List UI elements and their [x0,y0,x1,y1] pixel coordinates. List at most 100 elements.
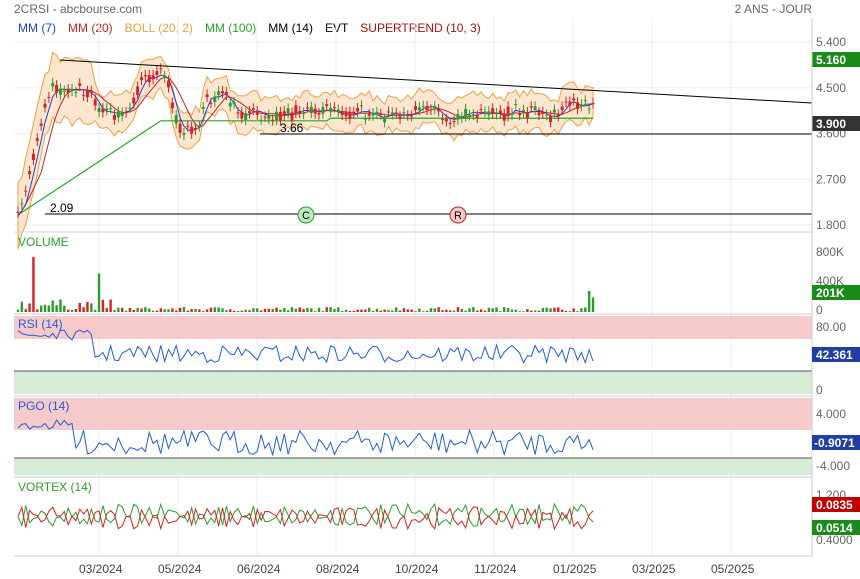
candle [406,115,410,117]
volume-bar [248,310,251,312]
volume-bar [298,307,301,312]
candle [109,108,113,110]
volume-bar [441,310,444,312]
volume-bar [213,307,217,312]
volume-bar [93,310,97,312]
volume-bar [352,310,355,312]
rsi-panel: RSI (14) [14,316,812,394]
indicator-2[interactable]: BOLL (20, 2) [124,21,193,35]
candle [583,100,587,102]
volume-bar [202,310,205,312]
candle [259,119,263,121]
volume-bar [302,309,305,312]
volume-bar [537,310,541,312]
volume-bar [286,310,290,312]
indicator-6[interactable]: SUPERTREND (10, 3) [360,21,481,35]
indicator-1[interactable]: MM (20) [68,21,113,35]
volume-bar [167,309,170,312]
volume-bar [591,297,595,312]
vortex-tick: 0.4000 [816,533,853,547]
indicator-5[interactable]: EVT [324,21,349,35]
candle [317,112,321,115]
volume-bar [333,308,336,312]
volume-bar [364,309,367,312]
candle [55,84,59,93]
candle [568,101,572,106]
candle [255,111,259,115]
volume-bar [128,308,132,312]
marker-r [449,206,467,224]
volume-bar [51,300,54,312]
candle [39,123,43,126]
candle [309,106,313,114]
indicator-4[interactable]: MM (14) [268,21,313,35]
volume-tick: 400K [816,274,844,288]
volume-bar [275,307,278,312]
volume-bar [495,307,498,312]
candle [278,111,282,121]
candle [232,101,236,104]
volume-bar [39,305,43,312]
candle [525,112,529,119]
pgo-upper-zone [14,398,812,430]
candle [591,103,595,105]
candle [487,111,491,116]
chart-title: 2CRSI - abcbourse.com [14,2,143,16]
volume-bar [271,308,274,312]
candle [286,108,290,114]
volume-bar [244,309,247,312]
volume-bar [371,311,375,312]
candle [74,91,78,93]
candle [402,112,406,114]
price-tick: 4.500 [816,81,846,95]
candle [101,108,105,113]
candle [413,106,417,110]
volume-bar [472,307,475,312]
support-label: 3.66 [280,121,304,135]
candle [417,107,421,111]
candle [491,108,495,114]
volume-bar [541,307,545,312]
volume-bar [476,310,479,312]
volume-bar [518,311,521,312]
volume-value-box [812,285,860,300]
volume-bar [113,310,116,312]
rsi-tick: 0 [816,383,823,397]
candle [248,111,252,114]
volume-bar [171,308,174,312]
pgo-label: PGO (14) [18,399,69,413]
candle [82,95,86,97]
period-label[interactable]: 2 ANS - JOUR [734,2,812,16]
volume-bar [437,307,440,312]
volume-bar [383,309,386,312]
volume-bar [63,305,66,312]
volume-bar [468,308,471,312]
candle [97,108,101,112]
volume-bar [217,307,220,312]
volume-bar [483,310,487,312]
volume-bar [136,307,139,312]
candle [31,153,35,161]
candle [190,126,194,134]
candle [332,107,336,109]
price-tick: 5.400 [816,35,846,49]
volume-bar [120,307,124,312]
volume-bar [584,307,587,312]
candle [236,112,240,114]
volume-bar [487,307,491,312]
indicator-0[interactable]: MM (7) [18,21,56,35]
volume-bar [568,311,572,312]
candle [460,117,464,119]
volume-bar [313,311,317,312]
candle [213,96,217,102]
candle [128,107,132,109]
volume-value: 201K [816,286,845,300]
volume-bar [499,311,502,312]
vortex-plus-value: 0.0835 [816,498,853,512]
x-tick: 10/2024 [395,562,439,576]
candle [267,114,271,120]
candle [147,75,151,83]
candle [363,117,367,120]
indicator-3[interactable]: MM (100) [204,21,257,35]
volume-bar [545,307,548,312]
